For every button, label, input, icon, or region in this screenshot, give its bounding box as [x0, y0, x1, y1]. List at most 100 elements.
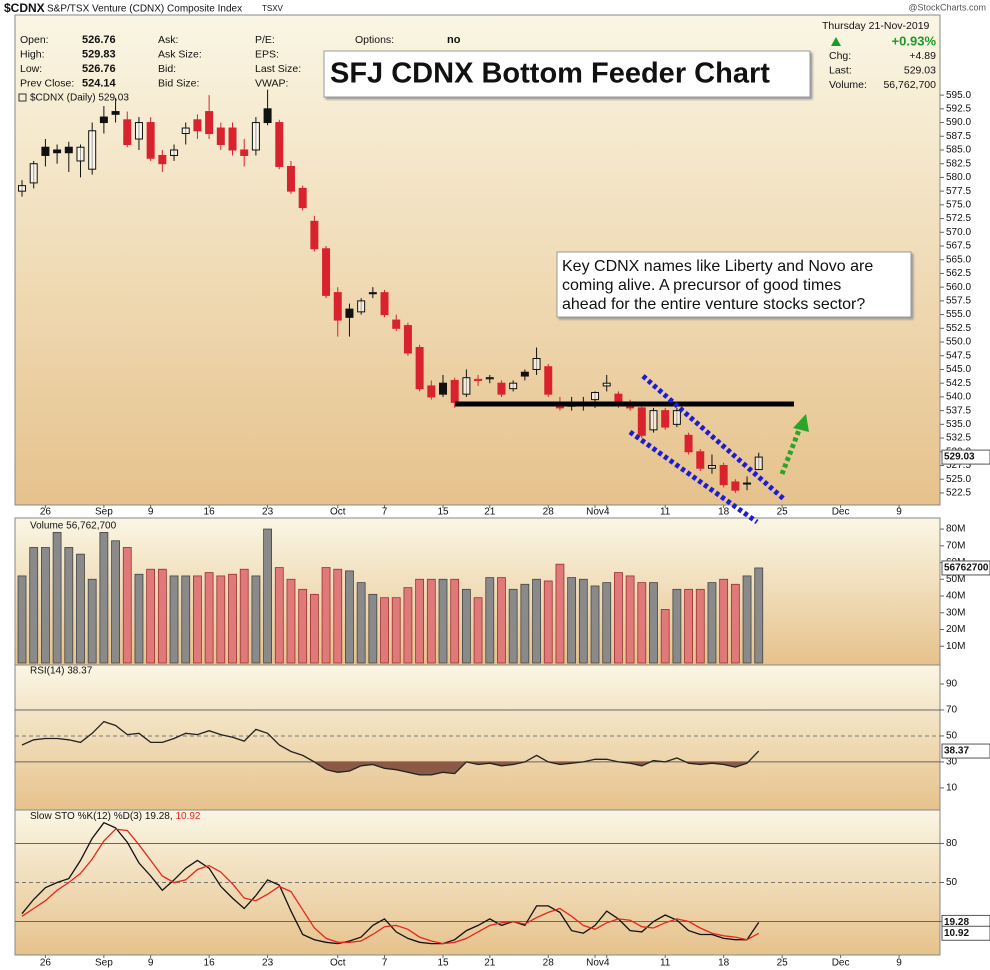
x-tick-label: Dec: [832, 507, 850, 518]
source: @StockCharts.com: [908, 2, 986, 12]
x-tick-label: 28: [543, 507, 555, 518]
last-value: 10.92: [944, 928, 969, 939]
summary-value: 56,762,700: [883, 79, 936, 91]
candle-body: [357, 300, 366, 313]
volume-bar: [76, 553, 85, 664]
volume-bar: [263, 528, 272, 664]
sto-d-label: 10.92: [175, 811, 200, 822]
candle-body: [450, 379, 459, 403]
y-tick-label: 522.5: [946, 488, 971, 499]
y-tick-label: 80M: [946, 524, 965, 535]
y-tick-label: 582.5: [946, 158, 971, 169]
y-tick-label: 525.0: [946, 474, 971, 485]
volume-bar: [730, 583, 740, 664]
y-tick-label: 562.5: [946, 268, 971, 279]
y-tick-label: 50: [946, 731, 958, 742]
volume-bar: [438, 578, 448, 664]
y-tick-label: 40M: [946, 591, 965, 602]
y-tick-label: 527.5: [946, 460, 971, 471]
field-label: P/E:: [255, 34, 275, 46]
y-tick-label: 587.5: [946, 131, 971, 142]
candle-body: [64, 146, 73, 154]
volume-bar: [169, 575, 179, 664]
change-pct: +0.93%: [892, 33, 937, 48]
y-tick-label: 50M: [946, 574, 965, 585]
y-tick-label: 557.5: [946, 296, 971, 307]
candle-body: [275, 122, 284, 167]
volume-bar: [543, 580, 553, 664]
field-value: no: [447, 34, 461, 46]
candle-body: [509, 382, 518, 390]
field-label: Prev Close:: [20, 77, 74, 89]
volume-bar: [403, 587, 413, 664]
volume-bar: [193, 575, 202, 664]
candle-body: [591, 392, 600, 401]
candle-body: [474, 378, 483, 381]
y-tick-label: 547.5: [946, 350, 971, 361]
y-tick-label: 570.0: [946, 227, 971, 238]
candle-body: [380, 292, 389, 316]
volume-bar: [625, 575, 635, 664]
y-tick-label: 560.0: [946, 282, 971, 293]
y-tick-label: 595.0: [946, 90, 971, 101]
x-tick-label: Oct: [330, 507, 346, 518]
candle-body: [240, 149, 249, 156]
field-label: Bid:: [158, 63, 176, 75]
candle-body: [76, 146, 85, 162]
last-value: 529.03: [944, 452, 975, 463]
volume-bar: [239, 568, 249, 664]
candle-body: [672, 410, 681, 425]
x-tick-label: 25: [777, 507, 789, 518]
indicator-line: [21, 720, 760, 776]
x-tick-label: 28: [543, 958, 555, 969]
rsi-panel: [14, 664, 941, 811]
volume-bar: [321, 567, 331, 664]
volume-bar: [345, 570, 354, 664]
volume-bar: [520, 583, 530, 664]
x-tick-label: 4: [604, 958, 610, 969]
annotation-line: ahead for the entire venture stocks sect…: [562, 296, 865, 313]
annotation-line: coming alive. A precursor of good times: [562, 277, 841, 294]
indicator-line: [21, 828, 760, 945]
field-value: 524.14: [82, 77, 117, 89]
volume-bar: [473, 597, 483, 664]
x-tick-label: 16: [204, 507, 216, 518]
candle-body: [170, 149, 179, 156]
volume-bar: [649, 582, 658, 664]
channel-line: [641, 374, 787, 502]
volume-bar: [672, 588, 682, 664]
last-value-box: [941, 925, 990, 941]
arrow-line: [779, 429, 802, 475]
volume-bar: [555, 563, 565, 664]
volume-bar: [426, 578, 436, 664]
volume-bar: [567, 577, 577, 664]
volume-bar: [181, 575, 191, 664]
price-label: $CDNX (Daily) 529.03: [30, 93, 129, 104]
y-tick-label: 540.0: [946, 392, 971, 403]
volume-bar: [356, 582, 366, 664]
summary-value: 529.03: [904, 64, 936, 76]
candle-body: [228, 127, 237, 151]
volume-bar: [508, 588, 518, 664]
arrow-head: [793, 414, 809, 432]
y-tick-label: 30M: [946, 607, 965, 618]
y-tick-label: 10: [946, 783, 958, 794]
field-value: 529.83: [82, 48, 116, 60]
marks: 26 26 Sep Sep 9 9 16 16 23 23 Oct Oct 7 7 15 15 21 21 28 28…: [15, 89, 990, 969]
x-tick-label: 26: [40, 958, 52, 969]
volume-bar: [497, 577, 506, 664]
candle-body: [439, 382, 448, 395]
y-tick-label: 542.5: [946, 378, 971, 389]
x-tick-label: 15: [437, 958, 449, 969]
field-label: Bid Size:: [158, 77, 199, 89]
x-tick-label: 7: [382, 958, 388, 969]
candle-body: [415, 347, 424, 390]
candle-body: [99, 116, 108, 124]
candle-body: [544, 366, 553, 395]
summary-value: +4.89: [909, 50, 936, 62]
volume-bar: [754, 567, 764, 664]
x-tick-label: Sep: [95, 507, 113, 518]
y-tick-label: 537.5: [946, 405, 971, 416]
candle-body: [637, 407, 646, 436]
